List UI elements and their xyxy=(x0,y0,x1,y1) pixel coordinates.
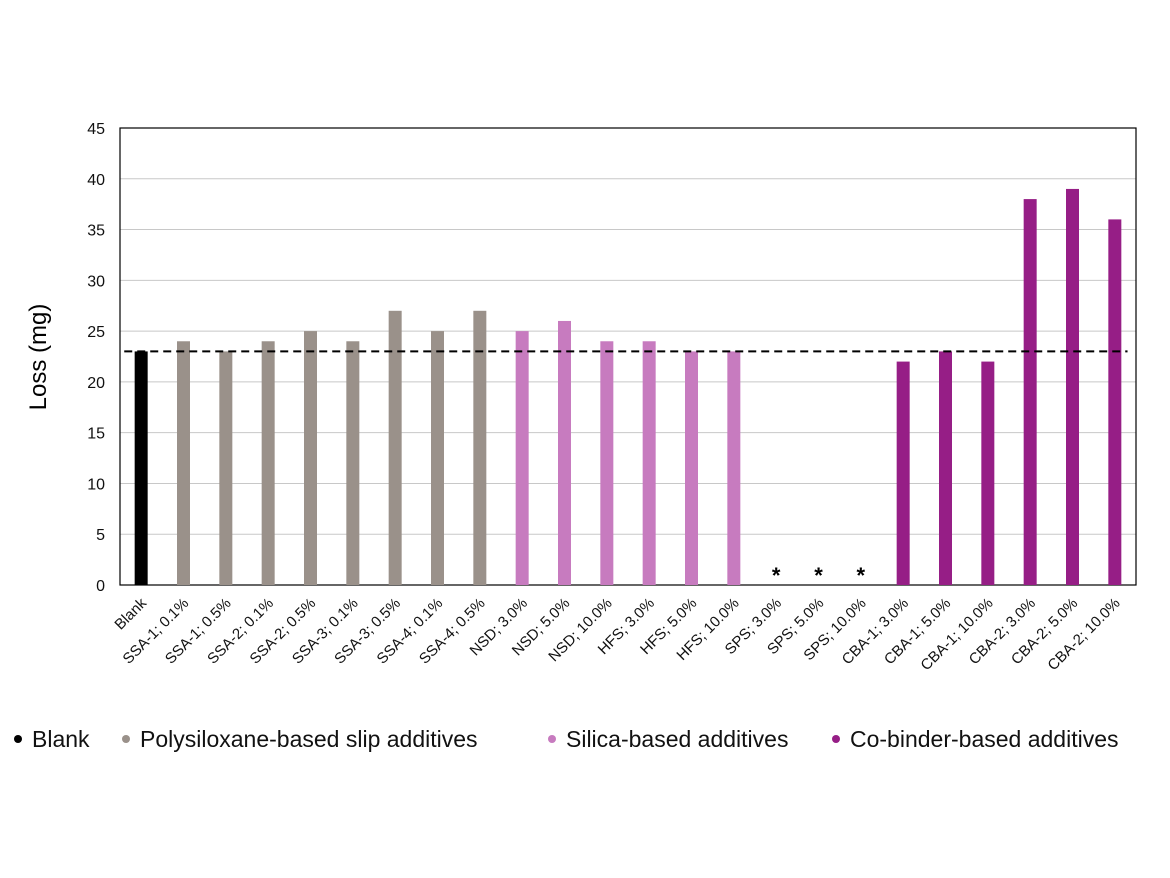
y-tick-label: 25 xyxy=(87,324,105,341)
bar xyxy=(177,341,190,585)
bar xyxy=(981,361,995,585)
bar xyxy=(939,351,952,585)
legend-item: Silica-based additives xyxy=(548,726,788,753)
gridlines xyxy=(120,178,1136,535)
plot-frame xyxy=(119,127,1137,586)
y-tick-label: 35 xyxy=(87,223,105,240)
legend-marker xyxy=(122,735,130,743)
y-tick-label: 0 xyxy=(96,578,105,595)
y-tick-label: 30 xyxy=(87,273,105,290)
bars xyxy=(134,188,1122,586)
y-tick-label: 40 xyxy=(87,172,105,189)
missing-markers: * * * xyxy=(772,563,866,588)
legend-label: Blank xyxy=(32,725,90,752)
bar xyxy=(896,361,910,585)
legend-marker xyxy=(548,735,556,743)
bar xyxy=(1023,199,1037,586)
y-tick-label: 20 xyxy=(87,375,105,392)
legend-marker xyxy=(14,735,22,743)
legend-label: Polysiloxane-based slip additives xyxy=(140,725,478,752)
missing-marker: * xyxy=(814,563,823,588)
legend-marker xyxy=(832,735,840,743)
bar xyxy=(1066,188,1079,585)
y-tick-label: 5 xyxy=(96,527,105,544)
bar xyxy=(727,351,741,585)
legend-item: Co-binder-based additives xyxy=(832,726,1119,753)
legend-item: Blank xyxy=(14,726,90,753)
bar xyxy=(388,310,402,585)
bar xyxy=(642,341,656,585)
y-axis-ticks: 0 5 10 15 20 25 30 35 40 45 xyxy=(87,121,105,595)
bar xyxy=(261,341,275,585)
bar xyxy=(431,331,444,585)
bar xyxy=(515,331,529,585)
bar xyxy=(304,331,317,585)
y-axis-label: Loss (mg) xyxy=(25,304,52,411)
bar xyxy=(1108,219,1122,585)
legend-item: Polysiloxane-based slip additives xyxy=(122,726,478,753)
bar xyxy=(600,341,614,585)
missing-marker: * xyxy=(772,563,781,588)
bar xyxy=(134,351,148,585)
y-tick-label: 15 xyxy=(87,426,105,443)
y-tick-label: 45 xyxy=(87,121,105,138)
legend-label: Silica-based additives xyxy=(566,725,789,752)
bar xyxy=(685,351,698,585)
legend: Blank Polysiloxane-based slip additives Si… xyxy=(0,722,1170,756)
bar xyxy=(346,341,360,585)
y-tick-label: 10 xyxy=(87,476,105,493)
missing-marker: * xyxy=(857,563,866,588)
bar xyxy=(219,351,233,585)
x-tick-label: Blank xyxy=(111,594,150,633)
bar xyxy=(473,310,487,585)
bar xyxy=(558,320,571,585)
legend-label: Co-binder-based additives xyxy=(850,725,1119,752)
